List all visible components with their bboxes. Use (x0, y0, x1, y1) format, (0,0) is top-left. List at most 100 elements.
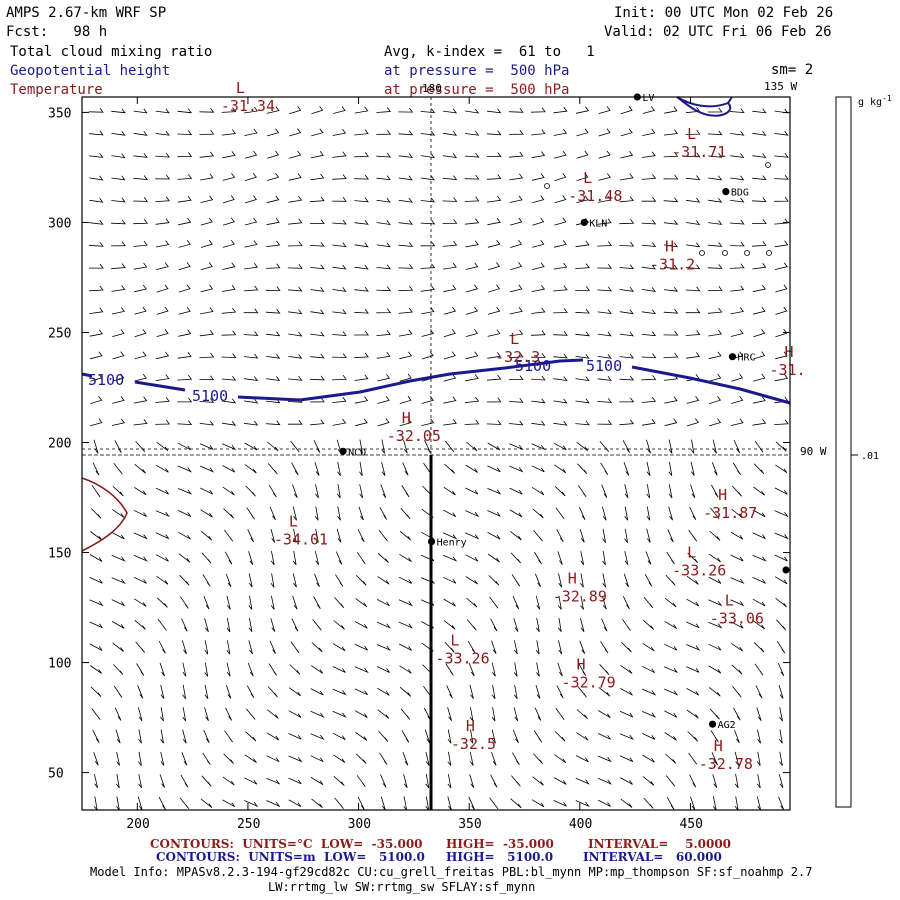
wind-barb (531, 284, 546, 292)
wind-barb (690, 439, 695, 454)
wind-barb (575, 398, 590, 404)
wind-barb (553, 777, 567, 785)
wind-barb (686, 220, 701, 226)
extremum-value: -31.34 (221, 97, 275, 115)
wind-barb (708, 197, 723, 203)
wind-barb (644, 574, 653, 587)
wind-barb (575, 777, 590, 785)
wind-barb (200, 262, 213, 271)
wind-barb (685, 129, 701, 135)
wind-barb (270, 551, 275, 566)
wind-barb (288, 331, 303, 337)
wind-barb (646, 484, 651, 499)
wind-barb (779, 751, 783, 766)
wind-barb (668, 484, 673, 499)
wind-barb (138, 774, 142, 789)
wind-barb (601, 595, 607, 610)
cloud-markers (544, 162, 772, 256)
wind-barb (269, 506, 276, 521)
wind-barb (442, 240, 458, 247)
wind-barb (709, 687, 721, 697)
wind-barb (398, 242, 414, 247)
wind-barb (94, 774, 98, 789)
contour-label-5100-d: 5100 (586, 357, 622, 375)
lon-label-90w: 90 W (800, 445, 827, 458)
wind-barb (597, 755, 612, 763)
wind-barb (620, 798, 633, 808)
wind-barb (443, 262, 457, 270)
wind-barb (245, 731, 257, 742)
wind-barb (641, 331, 657, 337)
wind-barb (753, 306, 766, 315)
wind-barb (465, 240, 479, 248)
wind-barb (116, 751, 120, 766)
wind-barb (425, 774, 430, 789)
wind-barb (774, 240, 789, 248)
wind-barb (774, 218, 789, 225)
extremum-value: -31.71 (672, 143, 726, 161)
wind-barb (663, 308, 679, 314)
wind-barb (597, 241, 613, 247)
wind-barb (486, 130, 502, 136)
wind-barb (203, 729, 210, 744)
wind-barb (155, 108, 170, 114)
footer-temp-contours: CONTOURS: UNITS=°C LOW= -35.000 (150, 837, 423, 851)
wind-barb (447, 751, 452, 766)
wind-barb (619, 309, 634, 315)
wind-barb (244, 777, 258, 785)
wind-barb (401, 730, 410, 743)
wind-barb (731, 664, 743, 675)
wind-barb (512, 752, 520, 766)
wind-barb (243, 353, 259, 359)
wind-barb (708, 621, 723, 629)
extremum-value: -32.89 (553, 588, 607, 606)
wind-barb (199, 420, 215, 426)
station-label: LV (642, 93, 654, 104)
wind-barb (333, 106, 346, 114)
wind-barb (222, 285, 236, 292)
wind-barb (620, 688, 633, 696)
wind-barb (755, 685, 763, 699)
wind-barb (707, 264, 723, 269)
wind-barb (177, 397, 193, 403)
wind-barb (376, 197, 391, 203)
wind-barb (421, 351, 434, 360)
wind-barb (443, 396, 457, 404)
wind-barb (621, 618, 631, 631)
wind-barb (554, 172, 567, 181)
wind-barb (398, 153, 413, 158)
wind-barb (577, 686, 587, 698)
wind-barb (355, 731, 368, 741)
wind-barb (602, 573, 607, 588)
wind-barb (554, 754, 567, 764)
wind-barb (619, 331, 634, 337)
wind-barb (399, 418, 412, 427)
wind-barb (159, 774, 165, 788)
wind-barb (156, 262, 169, 270)
wind-barb (663, 242, 679, 248)
wind-barb (420, 108, 436, 114)
wind-barb (246, 685, 255, 699)
extremum-type: L (725, 592, 734, 610)
station-label: Henry (437, 538, 467, 549)
wind-barb (752, 598, 766, 607)
extremum-type: L (687, 543, 696, 561)
wind-barb (200, 173, 214, 181)
wind-barb (712, 439, 717, 454)
wind-barb (398, 130, 414, 136)
wind-barb (511, 574, 521, 587)
wind-barb (112, 486, 124, 497)
wind-barb (155, 374, 170, 381)
wind-barb (221, 375, 237, 381)
wind-barb (509, 173, 524, 181)
wind-barb (111, 418, 125, 426)
wind-barb (222, 443, 237, 451)
wind-barb (554, 150, 567, 159)
wind-barb (487, 352, 502, 359)
wind-barb (510, 262, 523, 271)
wind-barb (487, 465, 501, 473)
wind-barb (686, 666, 700, 673)
wind-barb (535, 684, 541, 699)
wind-barb (290, 641, 300, 654)
wind-barb (535, 617, 540, 633)
